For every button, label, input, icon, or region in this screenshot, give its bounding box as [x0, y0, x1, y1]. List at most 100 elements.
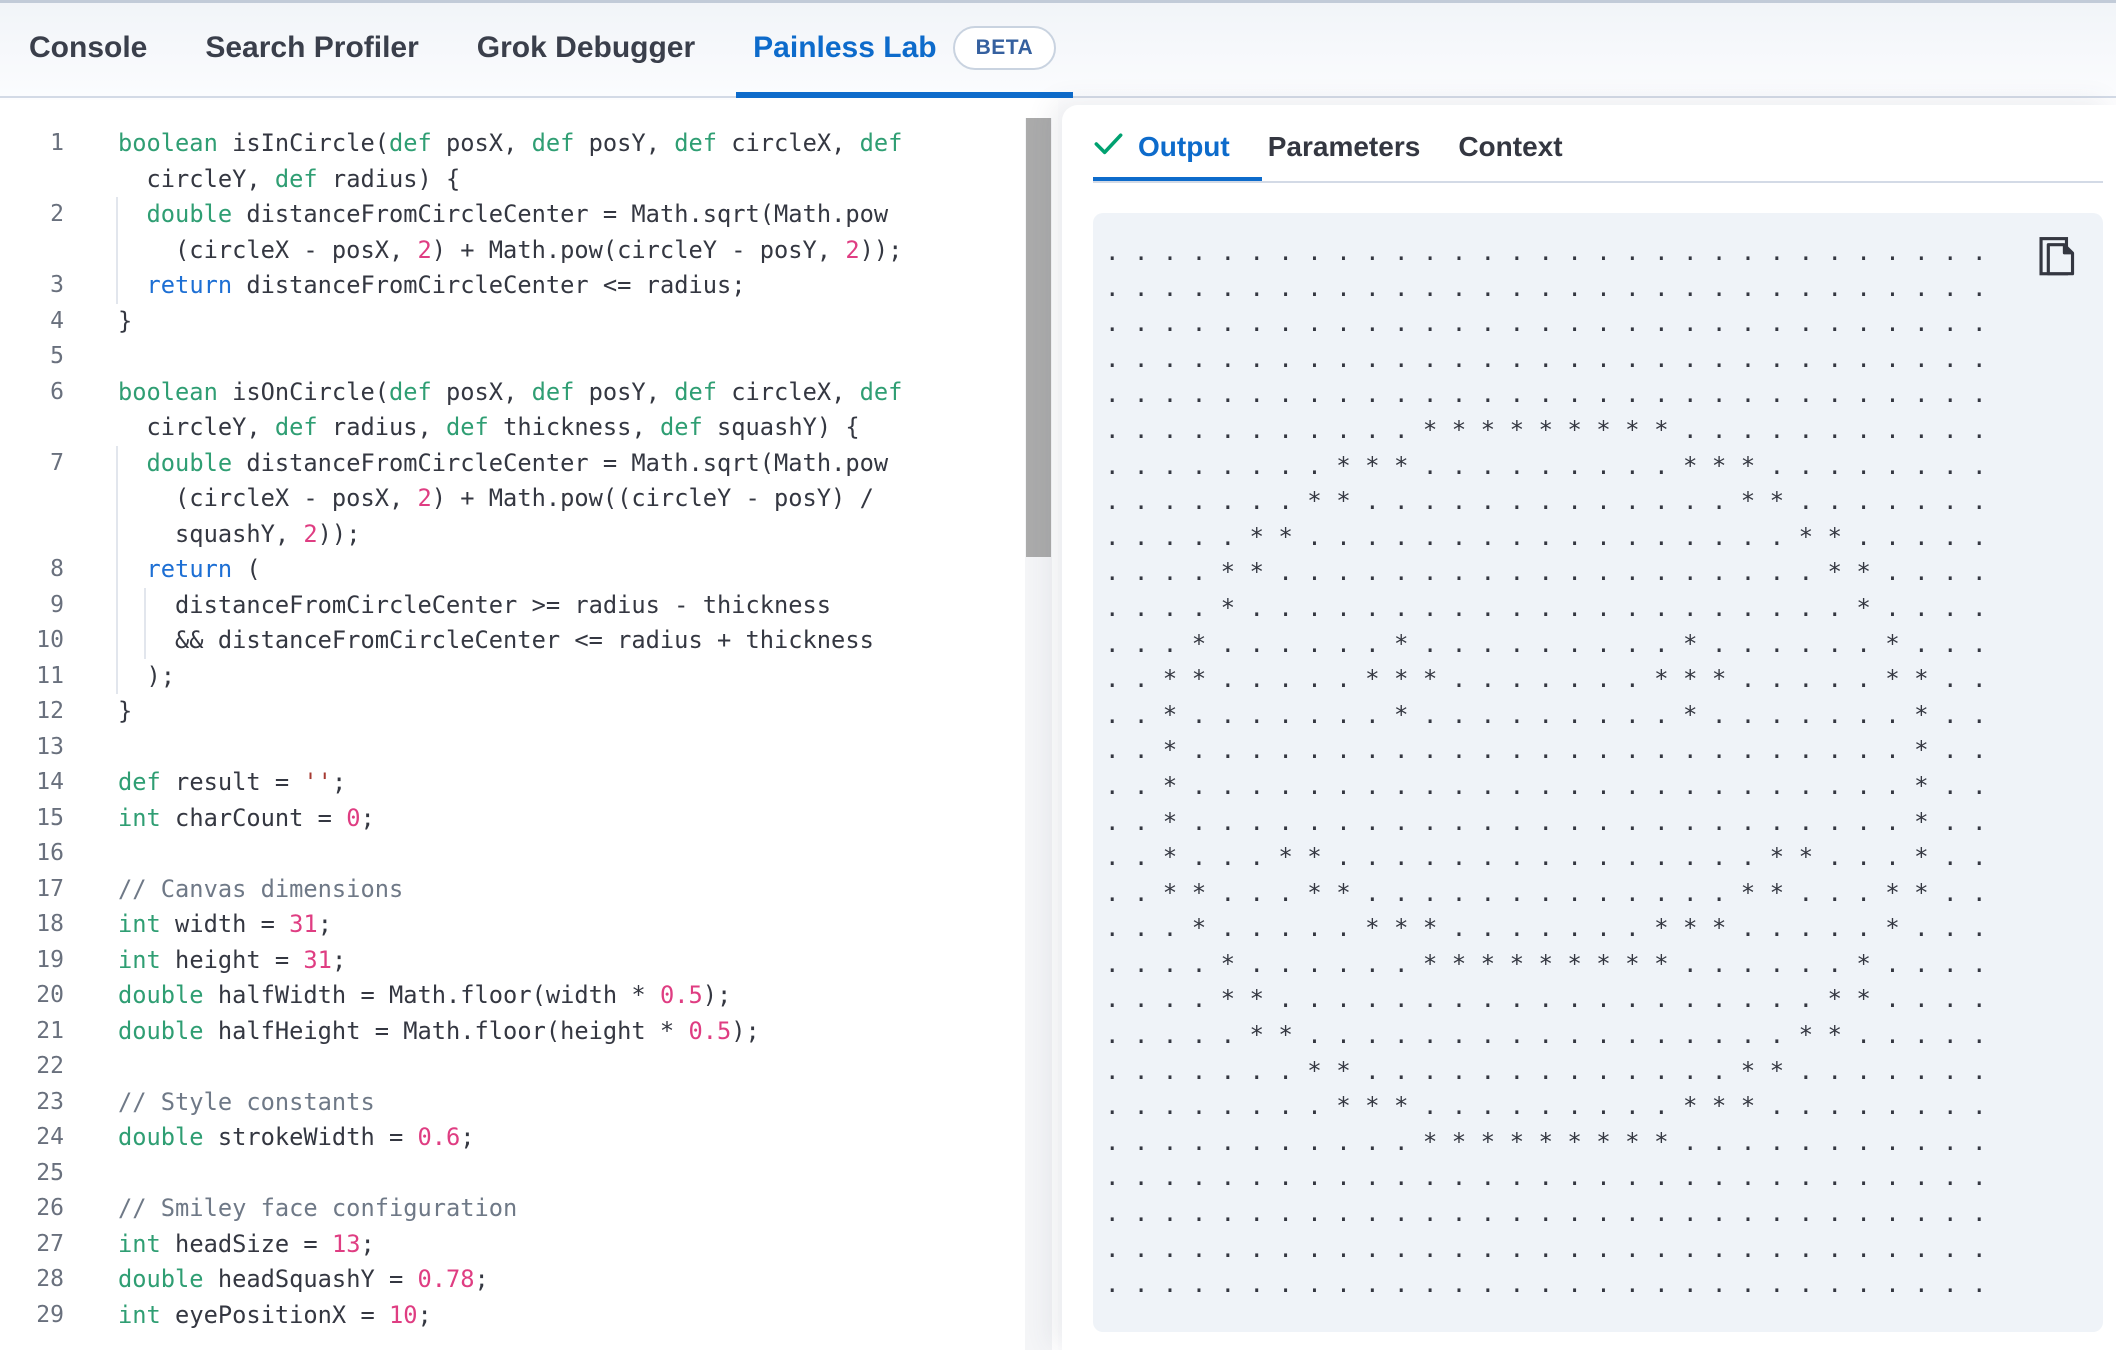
indent-guide [115, 232, 118, 268]
code-row: 11 ); [0, 658, 1058, 694]
line-number: 21 [36, 1017, 64, 1044]
line-number: 3 [50, 272, 64, 298]
line-number: 20 [36, 982, 64, 1008]
line-number: 25 [36, 1159, 64, 1186]
code-row: 4} [0, 304, 1058, 340]
code-text: double distanceFromCircleCenter = Math.s… [146, 200, 889, 228]
line-number: 11 [36, 662, 64, 689]
line-number: 29 [36, 1301, 64, 1328]
code-row: 28 double headSquashY = 0.78; [0, 1262, 1058, 1298]
editor-scrollbar-thumb[interactable] [1026, 118, 1051, 557]
tab-console[interactable]: Console [12, 0, 164, 96]
code-text: return ( [146, 555, 261, 583]
line-number: 10 [36, 627, 64, 653]
code-row: 29 int eyePositionX = 10; [0, 1298, 1058, 1334]
code-row: circleY, def radius, def thickness, def … [0, 410, 1058, 446]
code-text: (circleX - posX, 2) + Math.pow((circleY … [118, 484, 874, 512]
line-number: 5 [50, 343, 64, 369]
code-row: 21 double halfHeight = Math.floor(height … [0, 1014, 1058, 1050]
tab-search-profiler[interactable]: Search Profiler [188, 0, 435, 96]
indent-guide [144, 587, 147, 623]
code-row: 6 boolean isOnCircle(def posX, def posY, … [0, 375, 1058, 411]
line-number: 1 [50, 130, 64, 156]
code-row: 27 int headSize = 13; [0, 1227, 1058, 1263]
editor-scrollbar-track [1025, 118, 1052, 1350]
code-text: boolean isOnCircle(def posX, def posY, d… [118, 377, 903, 406]
code-text: double strokeWidth = 0.6; [118, 1123, 475, 1151]
line-number: 19 [36, 946, 64, 973]
indent-guide [115, 445, 118, 481]
code-text: def result = ''; [118, 768, 347, 796]
code-text: ); [118, 661, 176, 690]
indent-guide [115, 587, 118, 623]
panel-resizer[interactable] [1051, 100, 1062, 1350]
output-panel: Output Parameters Context . . . . . . . . … [1062, 105, 2116, 1350]
active-tab-underline [1093, 177, 1262, 183]
code-row: 5 [0, 339, 1058, 375]
indent-guide [115, 658, 118, 694]
line-number: 27 [36, 1230, 64, 1257]
copy-button[interactable] [2037, 235, 2079, 281]
code-text: int headSize = 13; [118, 1229, 375, 1258]
line-number: 28 [36, 1266, 64, 1292]
code-text: // Style constants [118, 1087, 375, 1116]
copy-icon [2037, 237, 2079, 284]
line-number: 12 [36, 698, 64, 724]
line-number: 16 [36, 840, 64, 866]
code-text: int height = 31; [118, 945, 347, 974]
tab-grok-debugger[interactable]: Grok Debugger [460, 0, 712, 96]
beta-badge: BETA [952, 26, 1057, 70]
code-text: int eyePositionX = 10; [118, 1300, 432, 1329]
code-text: boolean isInCircle(def posX, def posY, d… [118, 129, 903, 157]
code-text: && distanceFromCircleCenter <= radius + … [118, 626, 874, 654]
indent-guide [115, 481, 118, 517]
code-lines: 1 boolean isInCircle(def posX, def posY, … [0, 126, 1058, 1333]
code-row: 8 return ( [0, 552, 1058, 588]
indent-guide [144, 623, 147, 659]
output-tab-context[interactable]: Context [1458, 131, 1562, 163]
indent-guide [115, 623, 118, 659]
indent-guide [115, 552, 118, 588]
line-number: 15 [36, 804, 64, 831]
code-row: 18 int width = 31; [0, 907, 1058, 943]
code-text: (circleX - posX, 2) + Math.pow(circleY -… [118, 235, 903, 264]
output-tabs: Output Parameters Context [1093, 121, 1563, 173]
code-row: squashY, 2)); [0, 516, 1058, 552]
code-row: 23 // Style constants [0, 1085, 1058, 1121]
code-text: double headSquashY = 0.78; [118, 1265, 489, 1293]
code-row: 7 double distanceFromCircleCenter = Math… [0, 445, 1058, 481]
output-tab-output[interactable]: Output [1093, 128, 1230, 166]
output-tab-label: Parameters [1267, 131, 1421, 162]
line-number: 13 [36, 733, 64, 760]
code-row: 3 return distanceFromCircleCenter <= rad… [0, 268, 1058, 304]
code-row: 17 // Canvas dimensions [0, 872, 1058, 908]
line-number: 22 [36, 1053, 64, 1079]
code-text: int charCount = 0; [118, 803, 375, 832]
line-number: 26 [36, 1195, 64, 1221]
line-number: 17 [36, 875, 64, 902]
code-row: 16 [0, 836, 1058, 872]
tab-painless-lab[interactable]: Painless Lab BETA [736, 0, 1074, 98]
code-text: squashY, 2)); [118, 519, 361, 548]
code-text: int width = 31; [118, 910, 332, 938]
code-row: 24 double strokeWidth = 0.6; [0, 1120, 1058, 1156]
code-text: } [118, 697, 133, 725]
tab-label: Painless Lab [753, 31, 937, 64]
indent-guide [115, 516, 118, 552]
output-tab-label: Output [1138, 131, 1230, 162]
code-row: 22 [0, 1049, 1058, 1085]
code-row: (circleX - posX, 2) + Math.pow((circleY … [0, 481, 1058, 517]
indent-guide [115, 268, 118, 304]
check-icon [1093, 128, 1124, 166]
tabs-divider [1093, 181, 2103, 183]
code-row: 2 double distanceFromCircleCenter = Math… [0, 197, 1058, 233]
code-row: circleY, def radius) { [0, 162, 1058, 198]
output-tab-parameters[interactable]: Parameters [1268, 131, 1421, 163]
code-text: double halfWidth = Math.floor(width * 0.… [118, 981, 732, 1009]
line-number: 6 [50, 378, 64, 405]
line-number: 9 [50, 591, 64, 618]
code-editor[interactable]: 1 boolean isInCircle(def posX, def posY, … [0, 100, 1058, 1350]
line-number: 24 [36, 1124, 64, 1150]
output-tab-label: Context [1458, 131, 1563, 162]
